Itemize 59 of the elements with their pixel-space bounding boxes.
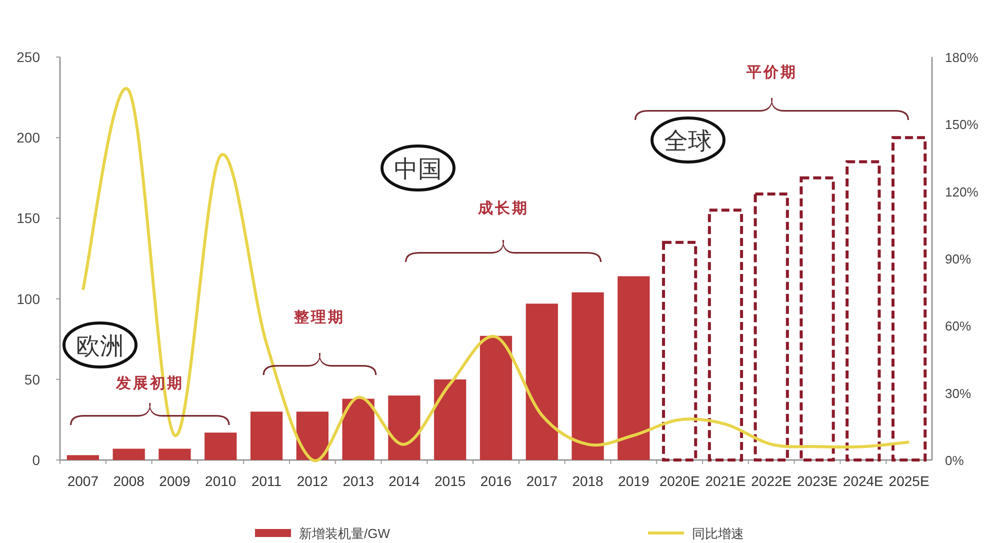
x-tick-label: 2022E [751, 473, 792, 489]
bar [250, 412, 283, 460]
y-tick-label: 250 [16, 49, 40, 65]
legend-label: 新增装机量/GW [299, 526, 391, 541]
y2-tick-label: 60% [945, 318, 972, 334]
y2-tick-label: 30% [945, 386, 972, 401]
x-tick-label: 2011 [251, 473, 282, 489]
bar [388, 396, 420, 460]
x-tick-label: 2018 [572, 473, 604, 489]
x-tick-label: 2016 [480, 473, 512, 489]
annotation: 中国 [394, 155, 442, 183]
annotation: 全球 [664, 127, 712, 155]
bar [434, 379, 466, 460]
y-tick-label: 100 [16, 290, 40, 307]
x-tick-label: 2013 [342, 473, 374, 489]
x-tick-label: 2015 [434, 473, 466, 489]
x-tick-label: 2021E [705, 473, 746, 489]
x-tick-label: 2014 [388, 473, 420, 489]
bar [754, 192, 789, 462]
x-tick-label: 2020E [659, 473, 700, 489]
x-tick-label: 2017 [526, 473, 558, 489]
bar [158, 448, 191, 460]
bar [342, 398, 374, 460]
x-tick-label: 2010 [205, 473, 236, 489]
y2-tick-label: 180% [945, 50, 979, 65]
annotation: 成长期 [476, 200, 529, 217]
bar [800, 176, 835, 462]
x-tick-label: 2008 [113, 473, 145, 489]
y2-tick-label: 120% [945, 184, 979, 200]
y-tick-label: 150 [16, 210, 40, 226]
x-tick-label: 2009 [159, 473, 191, 489]
y-tick-label: 50 [24, 371, 40, 388]
bar [296, 412, 328, 460]
y2-tick-label: 90% [945, 252, 972, 266]
bar [204, 432, 237, 460]
legend-label: 同比增速 [692, 526, 744, 541]
bar [112, 448, 145, 460]
y2-tick-label: 0% [945, 453, 964, 468]
bar [66, 455, 100, 460]
y-tick-label: 0 [32, 452, 40, 468]
x-tick-label: 2012 [296, 473, 328, 489]
bar [846, 160, 881, 462]
annotation: 整理期 [293, 309, 346, 326]
x-tick-label: 2024E [842, 473, 884, 489]
y-tick-label: 200 [16, 130, 40, 146]
bar [572, 292, 604, 460]
x-tick-label: 2023E [797, 473, 838, 489]
bar [526, 304, 558, 460]
annotation: 欧洲 [76, 332, 124, 360]
x-tick-label: 2007 [67, 473, 99, 489]
x-tick-label: 2025E [888, 473, 930, 489]
y2-tick-label: 150% [945, 117, 979, 132]
annotation: 平价期 [745, 64, 798, 81]
x-tick-label: 2019 [618, 473, 650, 489]
bar [662, 240, 698, 462]
bar [891, 136, 927, 462]
bar [708, 208, 744, 462]
bar [618, 276, 650, 460]
bar [480, 336, 512, 460]
